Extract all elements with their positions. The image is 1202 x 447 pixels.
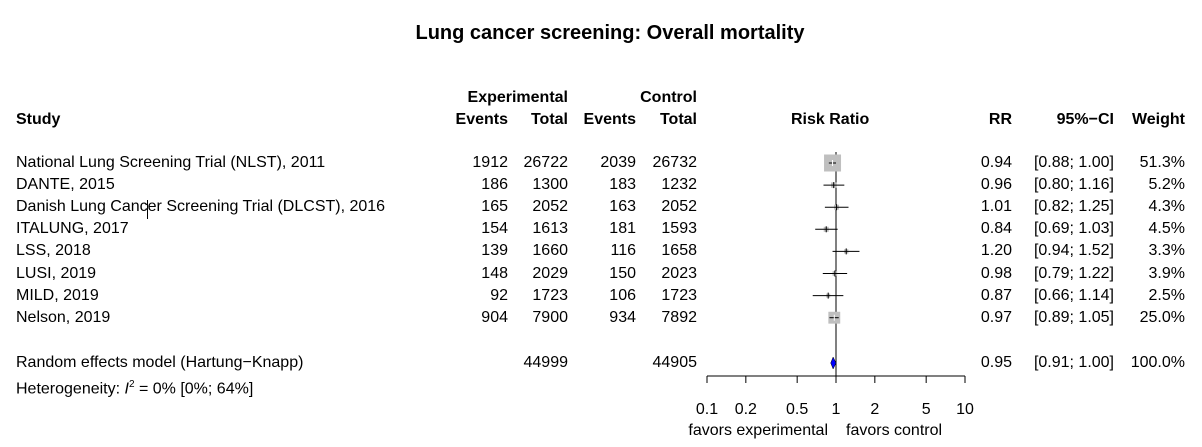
study-name: Danish Lung Cancer Screening Trial (DLCS… <box>16 198 386 216</box>
total-experimental: 2029 <box>532 264 568 282</box>
events-control: 183 <box>609 176 636 194</box>
heterogeneity-rest: = 0% [0%; 64%] <box>134 380 254 398</box>
total-control: 1232 <box>661 176 697 194</box>
events-control: 163 <box>609 198 636 216</box>
study-weight: 5.2% <box>1148 176 1185 194</box>
pooled-rr: 0.95 <box>980 354 1012 371</box>
study-ci: [0.88; 1.00] <box>1033 154 1114 171</box>
study-rr: 0.98 <box>980 264 1012 282</box>
study-rr: 1.20 <box>980 242 1012 260</box>
study-name: LUSI, 2019 <box>16 264 97 282</box>
study-name: Nelson, 2019 <box>16 308 111 326</box>
study-name: DANTE, 2015 <box>16 176 115 194</box>
study-rr: 0.96 <box>980 176 1012 194</box>
total-control: 2052 <box>661 198 697 216</box>
study-name: National Lung Screening Trial (NLST), 20… <box>16 154 326 171</box>
events-control: 2039 <box>600 154 636 171</box>
header-total-experimental: Total <box>530 111 568 128</box>
study-name: LSS, 2018 <box>16 242 91 260</box>
events-experimental: 139 <box>481 242 508 260</box>
study-name: ITALUNG, 2017 <box>16 220 129 238</box>
header-ci: 95%−CI <box>1056 111 1114 128</box>
x-axis-tick-label: 10 <box>956 401 974 418</box>
total-control: 2023 <box>661 264 697 282</box>
total-experimental: 2052 <box>532 198 568 216</box>
header-total-control: Total <box>659 111 697 128</box>
study-rr: 0.84 <box>980 220 1012 238</box>
study-weight: 2.5% <box>1148 286 1185 304</box>
header-study: Study <box>16 111 61 128</box>
total-control: 1658 <box>661 242 697 260</box>
favors-experimental-label: favors experimental <box>688 422 828 439</box>
total-experimental: 1613 <box>532 220 568 238</box>
pooled-total-control: 44905 <box>652 354 698 371</box>
header-weight: Weight <box>1131 111 1185 128</box>
study-weight: 4.5% <box>1148 220 1185 238</box>
total-experimental: 1723 <box>532 286 568 304</box>
chart-title: Lung cancer screening: Overall mortality <box>415 22 805 44</box>
total-control: 26732 <box>652 154 698 171</box>
heterogeneity-text: Heterogeneity: I2 = 0% [0%; 64%] <box>16 376 253 398</box>
study-weight: 3.9% <box>1148 264 1185 282</box>
events-experimental: 186 <box>481 176 508 194</box>
study-name: MILD, 2019 <box>16 286 99 304</box>
total-experimental: 26722 <box>523 154 569 171</box>
header-events-control: Events <box>583 111 636 128</box>
events-control: 106 <box>609 286 636 304</box>
x-axis-tick-label: 2 <box>870 401 879 418</box>
study-ci: [0.66; 1.14] <box>1033 286 1114 304</box>
study-weight: 25.0% <box>1139 308 1185 326</box>
study-ci: [0.89; 1.05] <box>1033 308 1114 326</box>
heterogeneity-prefix: Heterogeneity: <box>16 380 125 398</box>
pooled-label: Random effects model (Hartung−Knapp) <box>16 354 304 371</box>
study-rr: 0.94 <box>980 154 1012 171</box>
study-weight: 4.3% <box>1148 198 1185 216</box>
pooled-weight: 100.0% <box>1130 354 1185 371</box>
study-weight: 3.3% <box>1148 242 1185 260</box>
pooled-diamond <box>830 356 837 370</box>
events-experimental: 1912 <box>472 154 508 171</box>
total-experimental: 1300 <box>532 176 568 194</box>
heterogeneity-symbol: I <box>124 380 129 398</box>
total-experimental: 1660 <box>532 242 568 260</box>
study-rr: 0.97 <box>980 308 1012 326</box>
header-events-experimental: Events <box>455 111 508 128</box>
events-experimental: 148 <box>481 264 508 282</box>
heterogeneity-sup: 2 <box>128 379 135 390</box>
study-rr: 1.01 <box>980 198 1012 216</box>
pooled-ci: [0.91; 1.00] <box>1033 354 1114 371</box>
favors-control-label: favors control <box>846 422 942 439</box>
header-control: Control <box>640 89 697 106</box>
study-weight: 51.3% <box>1139 154 1185 171</box>
x-axis-tick-label: 0.1 <box>696 401 718 418</box>
events-control: 934 <box>609 308 636 326</box>
header-experimental: Experimental <box>467 89 568 106</box>
x-axis-tick-label: 1 <box>832 401 841 418</box>
total-control: 1723 <box>661 286 697 304</box>
events-experimental: 904 <box>481 308 508 326</box>
events-experimental: 165 <box>481 198 508 216</box>
header-risk-ratio: Risk Ratio <box>791 111 870 128</box>
total-control: 1593 <box>661 220 697 238</box>
events-experimental: 154 <box>481 220 508 238</box>
study-ci: [0.80; 1.16] <box>1033 176 1114 194</box>
events-control: 150 <box>609 264 636 282</box>
study-ci: [0.94; 1.52] <box>1033 242 1114 260</box>
study-ci: [0.69; 1.03] <box>1033 220 1114 238</box>
x-axis-tick-label: 0.2 <box>735 401 757 418</box>
study-ci: [0.82; 1.25] <box>1033 198 1114 216</box>
header-rr: RR <box>988 111 1012 128</box>
study-ci: [0.79; 1.22] <box>1033 264 1114 282</box>
text-cursor <box>147 200 148 219</box>
total-control: 7892 <box>661 308 697 326</box>
events-experimental: 92 <box>490 286 508 304</box>
x-axis-tick-label: 5 <box>922 401 931 418</box>
pooled-total-experimental: 44999 <box>523 354 569 371</box>
study-rr: 0.87 <box>980 286 1012 304</box>
events-control: 181 <box>609 220 636 238</box>
events-control: 116 <box>610 242 636 260</box>
total-experimental: 7900 <box>532 308 568 326</box>
x-axis-tick-label: 0.5 <box>786 401 808 418</box>
